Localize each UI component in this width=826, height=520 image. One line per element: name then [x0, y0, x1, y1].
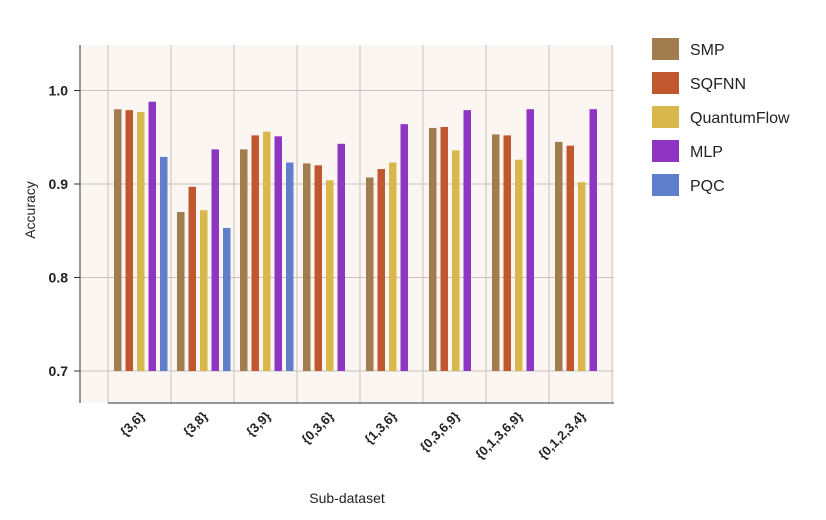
x-tick-labels: {3,6} {3,8} {3,9} {0,3,6} {1,3,6} {0,3,6,9} {0…: [117, 409, 589, 463]
x-tick-label: {0,1,2,3,4}: [535, 409, 589, 463]
bar-smp-4: [366, 177, 374, 371]
bar-quantumflow-5: [452, 150, 460, 371]
axes: [79, 45, 614, 404]
legend-swatch-pqc: [652, 174, 679, 196]
x-tick-label: {0,3,6,9}: [417, 409, 463, 455]
bar-sqfnn-5: [440, 126, 448, 371]
bar-smp-7: [555, 141, 563, 371]
bar-sqfnn-0: [125, 110, 133, 371]
bar-smp-3: [303, 163, 311, 371]
x-tick-label: {0,3,6}: [298, 409, 336, 447]
y-tick-label: 0.7: [49, 363, 69, 379]
bar-smp-0: [114, 109, 122, 371]
bar-sqfnn-6: [503, 135, 511, 371]
bar-mlp-7: [589, 109, 597, 371]
bar-quantumflow-6: [515, 159, 523, 371]
legend-swatch-smp: [652, 38, 679, 60]
legend-label-mlp: MLP: [690, 144, 723, 161]
bar-smp-5: [429, 127, 437, 372]
bar-sqfnn-7: [566, 145, 574, 371]
bar-smp-1: [177, 212, 185, 371]
x-tick-label: {1,3,6}: [361, 409, 399, 447]
bar-quantumflow-0: [137, 112, 145, 371]
plot-background: [80, 45, 614, 403]
x-axis-label: Sub-dataset: [309, 490, 385, 506]
bars: [114, 101, 597, 372]
bar-smp-6: [492, 134, 500, 371]
y-axis-label: Accuracy: [22, 181, 38, 239]
bar-sqfnn-4: [377, 169, 385, 371]
legend-label-sqfnn: SQFNN: [690, 76, 746, 93]
legend-label-quantumflow: QuantumFlow: [690, 110, 790, 127]
bar-quantumflow-2: [263, 131, 271, 371]
x-tick-label: {0,1,3,6,9}: [472, 409, 526, 463]
legend-label-pqc: PQC: [690, 178, 725, 195]
bar-smp-2: [240, 149, 248, 371]
y-tick-labels: 0.7 0.8 0.9 1.0: [49, 83, 80, 379]
y-tick-label: 0.8: [49, 270, 69, 286]
grid-lines: [80, 45, 614, 403]
bar-quantumflow-4: [389, 162, 397, 371]
bar-sqfnn-1: [188, 186, 196, 371]
bar-mlp-6: [526, 109, 534, 371]
bar-mlp-0: [148, 101, 156, 371]
y-tick-label: 1.0: [49, 83, 69, 99]
bar-sqfnn-2: [251, 135, 259, 371]
legend-swatch-sqfnn: [652, 72, 679, 94]
bar-pqc-2: [286, 162, 294, 371]
legend-swatch-quantumflow: [652, 106, 679, 128]
bar-mlp-1: [211, 149, 219, 371]
legend-swatch-mlp: [652, 140, 679, 162]
bar-quantumflow-7: [578, 182, 586, 371]
x-tick-label: {3,8}: [180, 409, 211, 440]
bar-mlp-5: [463, 110, 471, 371]
legend: SMP SQFNN QuantumFlow MLP PQC: [652, 38, 790, 196]
legend-label-smp: SMP: [690, 42, 725, 59]
y-tick-label: 0.9: [49, 176, 69, 192]
x-tick-label: {3,6}: [117, 409, 148, 440]
bar-pqc-0: [160, 156, 168, 371]
bar-mlp-2: [274, 136, 282, 371]
bar-quantumflow-1: [200, 210, 208, 371]
bar-mlp-3: [337, 143, 345, 371]
bar-quantumflow-3: [326, 180, 334, 371]
x-tick-label: {3,9}: [243, 409, 274, 440]
bar-sqfnn-3: [314, 165, 322, 371]
bar-pqc-1: [223, 227, 231, 371]
bar-mlp-4: [400, 124, 408, 371]
